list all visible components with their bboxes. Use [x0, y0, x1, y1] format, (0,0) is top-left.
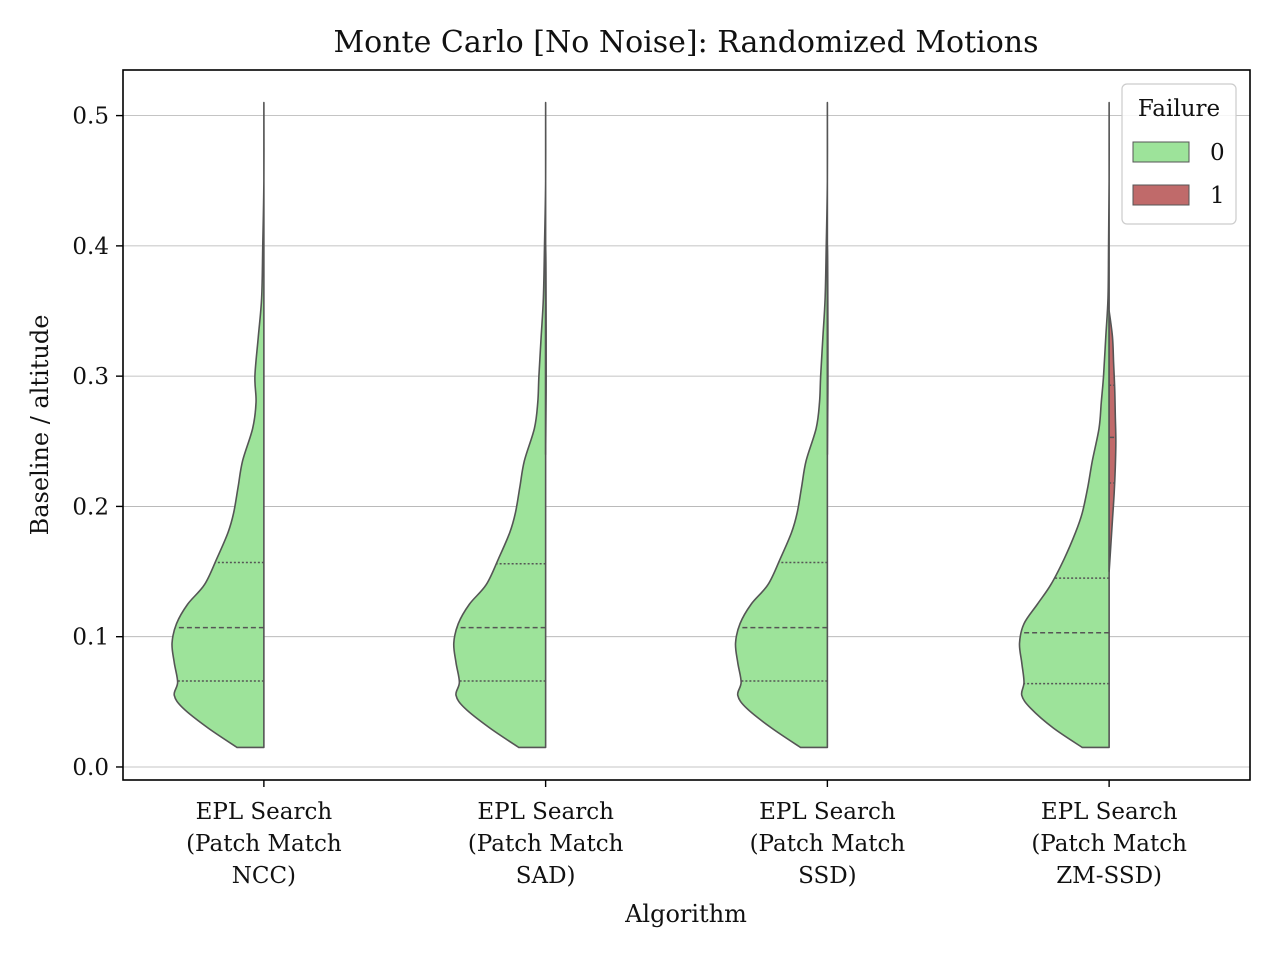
y-axis-label: Baseline / altitude: [26, 315, 54, 536]
violin-plots: [171, 101, 1117, 749]
y-tick-label: 0.0: [72, 755, 109, 781]
x-tick-label: EPL Search (Patch Match NCC): [186, 799, 342, 889]
legend-label-failure-1: 1: [1210, 183, 1225, 209]
y-tick-label: 0.2: [72, 494, 109, 520]
grid-lines: [123, 115, 1250, 768]
x-axis-label: Algorithm: [624, 900, 747, 928]
y-tick-label: 0.1: [72, 625, 109, 651]
violin-half-failure-1: [1108, 310, 1117, 573]
x-axis-ticks: EPL Search (Patch Match NCC) EPL Search (Pat…: [186, 780, 1187, 889]
y-tick-label: 0.4: [72, 234, 109, 260]
legend: Failure 0 1: [1121, 83, 1237, 225]
legend-swatch-failure-0: [1132, 141, 1190, 163]
violin-half-failure-0: [171, 101, 265, 749]
violin-half-failure-0: [734, 101, 829, 749]
violin-half-failure-1: [826, 245, 829, 456]
x-tick-label: EPL Search (Patch Match ZM-SSD): [1031, 799, 1187, 889]
y-tick-label: 0.3: [72, 364, 109, 390]
legend-label-failure-0: 0: [1210, 140, 1225, 166]
y-axis-ticks: 0.0 0.1 0.2 0.3 0.4 0.5: [72, 104, 123, 781]
legend-swatch-failure-1: [1132, 184, 1190, 206]
violin-half-failure-1: [544, 245, 547, 456]
y-tick-label: 0.5: [72, 104, 109, 130]
violin-half-failure-0: [452, 101, 547, 749]
x-tick-label: EPL Search (Patch Match SAD): [468, 799, 624, 889]
plot-frame: [122, 69, 1251, 781]
chart-title: Monte Carlo [No Noise]: Randomized Motio…: [333, 25, 1038, 60]
violin-half-failure-0: [1018, 101, 1110, 749]
x-tick-label: EPL Search (Patch Match SSD): [750, 799, 906, 889]
legend-title: Failure: [1138, 96, 1220, 122]
